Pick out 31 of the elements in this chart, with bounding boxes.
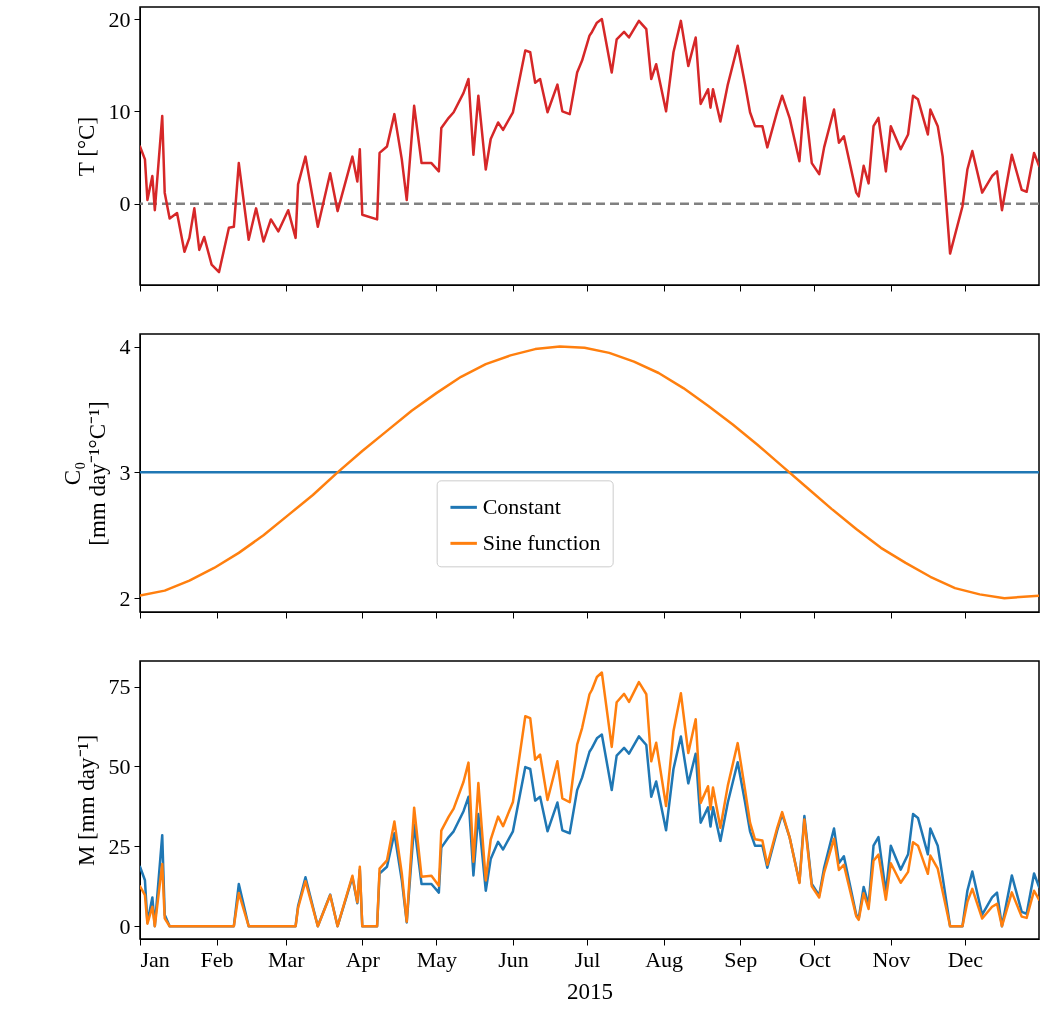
- x-tick-label: Sep: [724, 946, 758, 972]
- x-tick-label: Jul: [574, 946, 601, 972]
- x-tick-label: Oct: [798, 946, 831, 972]
- y-axis-title: C₀ [mm day⁻¹°C⁻¹]: [59, 401, 110, 546]
- x-tick-label: Jun: [498, 946, 529, 972]
- line-series: [140, 671, 1039, 928]
- y-tick-label: 20: [108, 6, 131, 32]
- x-tick-label: Dec: [947, 946, 984, 972]
- y-tick-label: 75: [108, 674, 131, 700]
- legend-label: Constant: [482, 494, 561, 520]
- y-axis-title: M [mm day⁻¹]: [73, 734, 99, 867]
- y-tick-label: 25: [108, 833, 131, 859]
- line-series: [140, 345, 1039, 600]
- x-tick-label: Mar: [267, 946, 306, 972]
- y-tick-label: 4: [119, 334, 131, 360]
- x-tick-label: Apr: [345, 946, 381, 972]
- y-tick-label: 0: [119, 913, 131, 939]
- x-tick-label: May: [416, 946, 458, 972]
- x-tick-label: Jan: [140, 946, 170, 972]
- x-tick-label: Nov: [872, 946, 911, 972]
- line-series: [140, 17, 1039, 274]
- y-tick-label: 3: [119, 459, 131, 485]
- x-axis-title: 2015: [567, 978, 613, 1004]
- legend-label: Sine function: [482, 530, 601, 556]
- y-tick-label: 0: [119, 191, 131, 217]
- y-tick-label: 50: [108, 753, 131, 779]
- y-tick-label: 10: [108, 98, 131, 124]
- x-tick-label: Feb: [200, 946, 234, 972]
- y-tick-label: 2: [119, 585, 131, 611]
- x-tick-label: Aug: [645, 946, 684, 972]
- y-axis-title: T [°C]: [73, 116, 99, 177]
